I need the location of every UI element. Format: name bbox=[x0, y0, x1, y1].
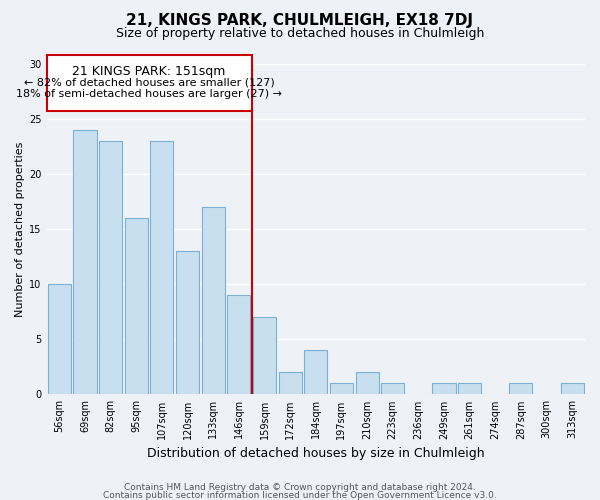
Bar bbox=[202, 207, 225, 394]
Bar bbox=[356, 372, 379, 394]
Text: 21, KINGS PARK, CHULMLEIGH, EX18 7DJ: 21, KINGS PARK, CHULMLEIGH, EX18 7DJ bbox=[127, 12, 473, 28]
Bar bbox=[330, 384, 353, 394]
Y-axis label: Number of detached properties: Number of detached properties bbox=[15, 142, 25, 317]
Bar bbox=[304, 350, 328, 395]
Bar bbox=[176, 251, 199, 394]
Bar bbox=[48, 284, 71, 395]
Bar bbox=[560, 384, 584, 394]
Bar bbox=[125, 218, 148, 394]
Text: Contains public sector information licensed under the Open Government Licence v3: Contains public sector information licen… bbox=[103, 490, 497, 500]
Text: Size of property relative to detached houses in Chulmleigh: Size of property relative to detached ho… bbox=[116, 28, 484, 40]
Bar bbox=[253, 318, 276, 394]
Text: 21 KINGS PARK: 151sqm: 21 KINGS PARK: 151sqm bbox=[73, 65, 226, 78]
Bar bbox=[151, 141, 173, 395]
Bar bbox=[381, 384, 404, 394]
Bar bbox=[509, 384, 532, 394]
Bar bbox=[458, 384, 481, 394]
Bar bbox=[227, 296, 250, 394]
Bar bbox=[99, 141, 122, 395]
Bar bbox=[433, 384, 455, 394]
Text: 18% of semi-detached houses are larger (27) →: 18% of semi-detached houses are larger (… bbox=[16, 90, 282, 100]
Bar bbox=[278, 372, 302, 394]
X-axis label: Distribution of detached houses by size in Chulmleigh: Distribution of detached houses by size … bbox=[147, 447, 485, 460]
Text: ← 82% of detached houses are smaller (127): ← 82% of detached houses are smaller (12… bbox=[24, 77, 274, 87]
Text: Contains HM Land Registry data © Crown copyright and database right 2024.: Contains HM Land Registry data © Crown c… bbox=[124, 483, 476, 492]
Bar bbox=[73, 130, 97, 394]
FancyBboxPatch shape bbox=[47, 55, 251, 112]
